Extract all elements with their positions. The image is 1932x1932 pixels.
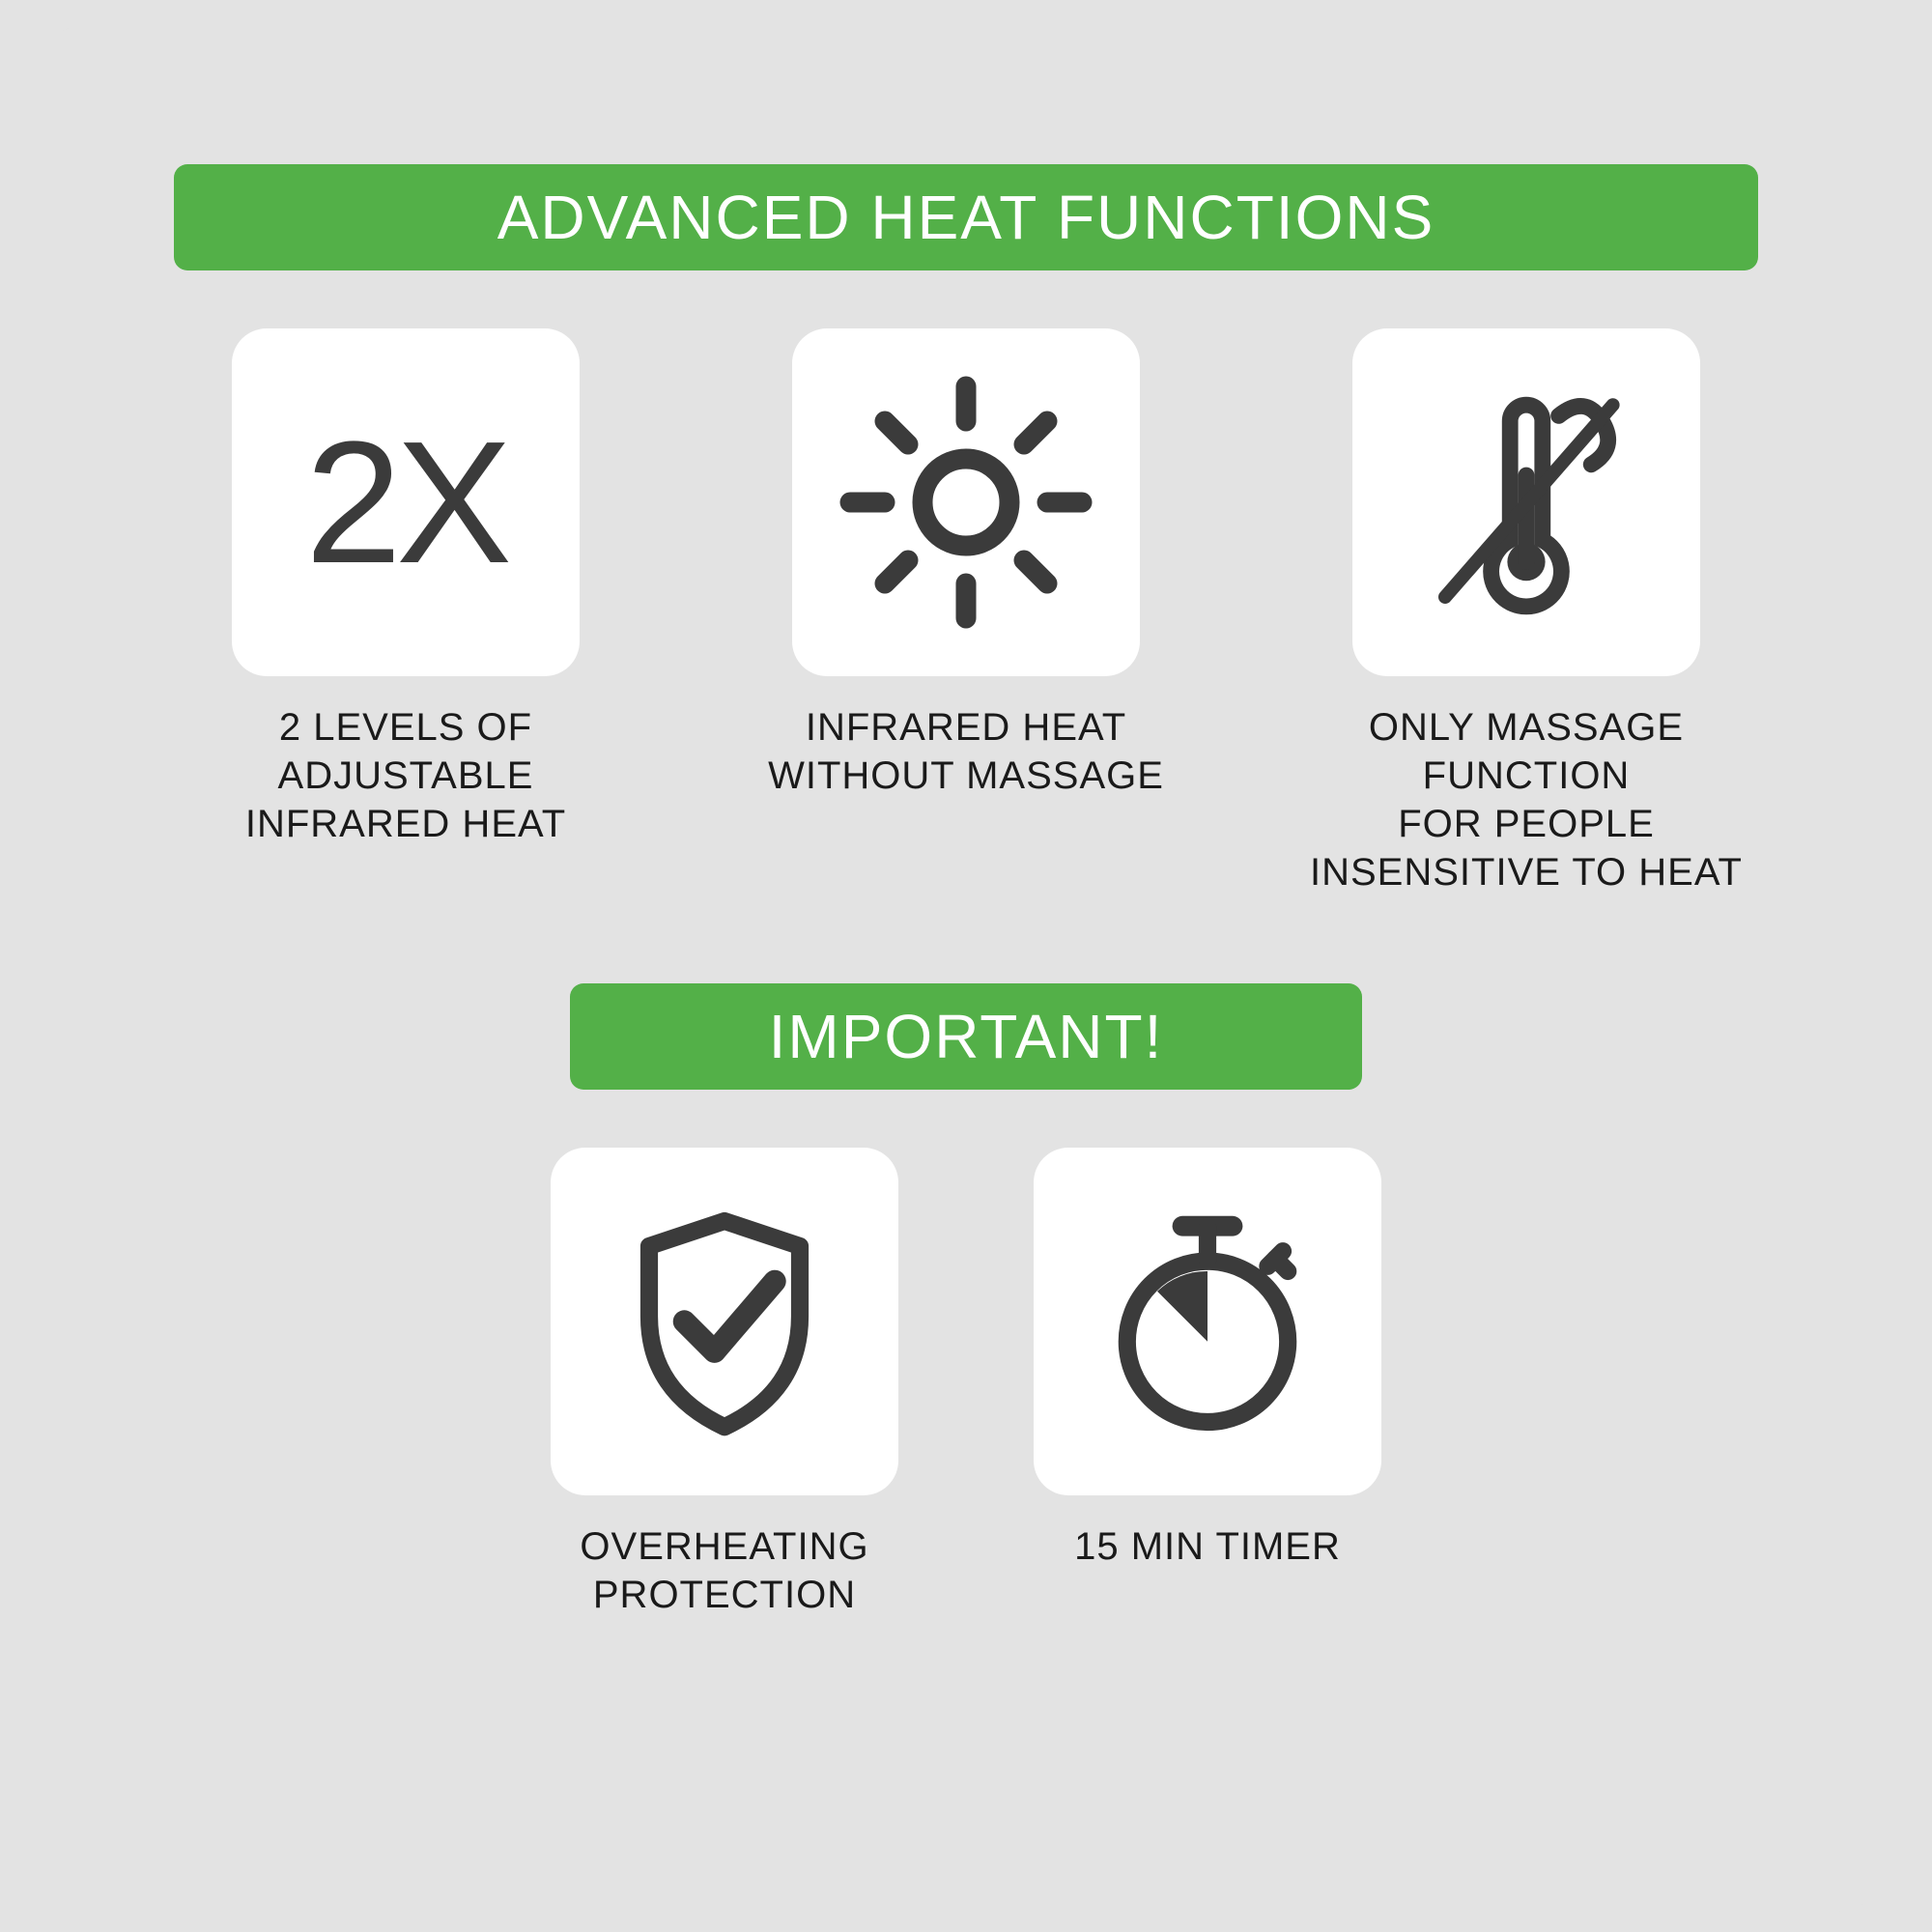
caption-2x: 2 LEVELS OF ADJUSTABLE INFRARED HEAT: [245, 703, 566, 848]
feature-item-shield: OVERHEATING PROTECTION: [522, 1148, 927, 1619]
tile-shield: [551, 1148, 898, 1495]
caption-timer: 15 MIN TIMER: [1074, 1522, 1341, 1571]
tile-sun: [792, 328, 1140, 676]
feature-item-sun: INFRARED HEAT WITHOUT MASSAGE: [724, 328, 1208, 896]
infographic-card: ADVANCED HEAT FUNCTIONS 2X 2 LEVELS OF A…: [19, 19, 1913, 1913]
thermometer-off-icon: [1391, 367, 1662, 638]
caption-shield: OVERHEATING PROTECTION: [580, 1522, 868, 1619]
section1-row: 2X 2 LEVELS OF ADJUSTABLE INFRARED HEAT: [164, 328, 1768, 896]
feature-item-2x: 2X 2 LEVELS OF ADJUSTABLE INFRARED HEAT: [164, 328, 647, 896]
section2-title: IMPORTANT!: [769, 1002, 1164, 1071]
section2-row: OVERHEATING PROTECTION 15 MIN TIMER: [522, 1148, 1410, 1619]
shield-check-icon: [599, 1196, 850, 1447]
tile-2x: 2X: [232, 328, 580, 676]
sun-icon: [821, 357, 1111, 647]
tile-therm: [1352, 328, 1700, 676]
two-x-icon: 2X: [305, 403, 506, 603]
tile-timer: [1034, 1148, 1381, 1495]
caption-sun: INFRARED HEAT WITHOUT MASSAGE: [768, 703, 1164, 800]
section2-title-banner: IMPORTANT!: [570, 983, 1362, 1090]
caption-therm: ONLY MASSAGE FUNCTION FOR PEOPLE INSENSI…: [1285, 703, 1768, 896]
stopwatch-icon: [1082, 1196, 1333, 1447]
section1-title: ADVANCED HEAT FUNCTIONS: [497, 183, 1435, 252]
feature-item-therm: ONLY MASSAGE FUNCTION FOR PEOPLE INSENSI…: [1285, 328, 1768, 896]
section1-title-banner: ADVANCED HEAT FUNCTIONS: [174, 164, 1758, 270]
feature-item-timer: 15 MIN TIMER: [1005, 1148, 1410, 1619]
